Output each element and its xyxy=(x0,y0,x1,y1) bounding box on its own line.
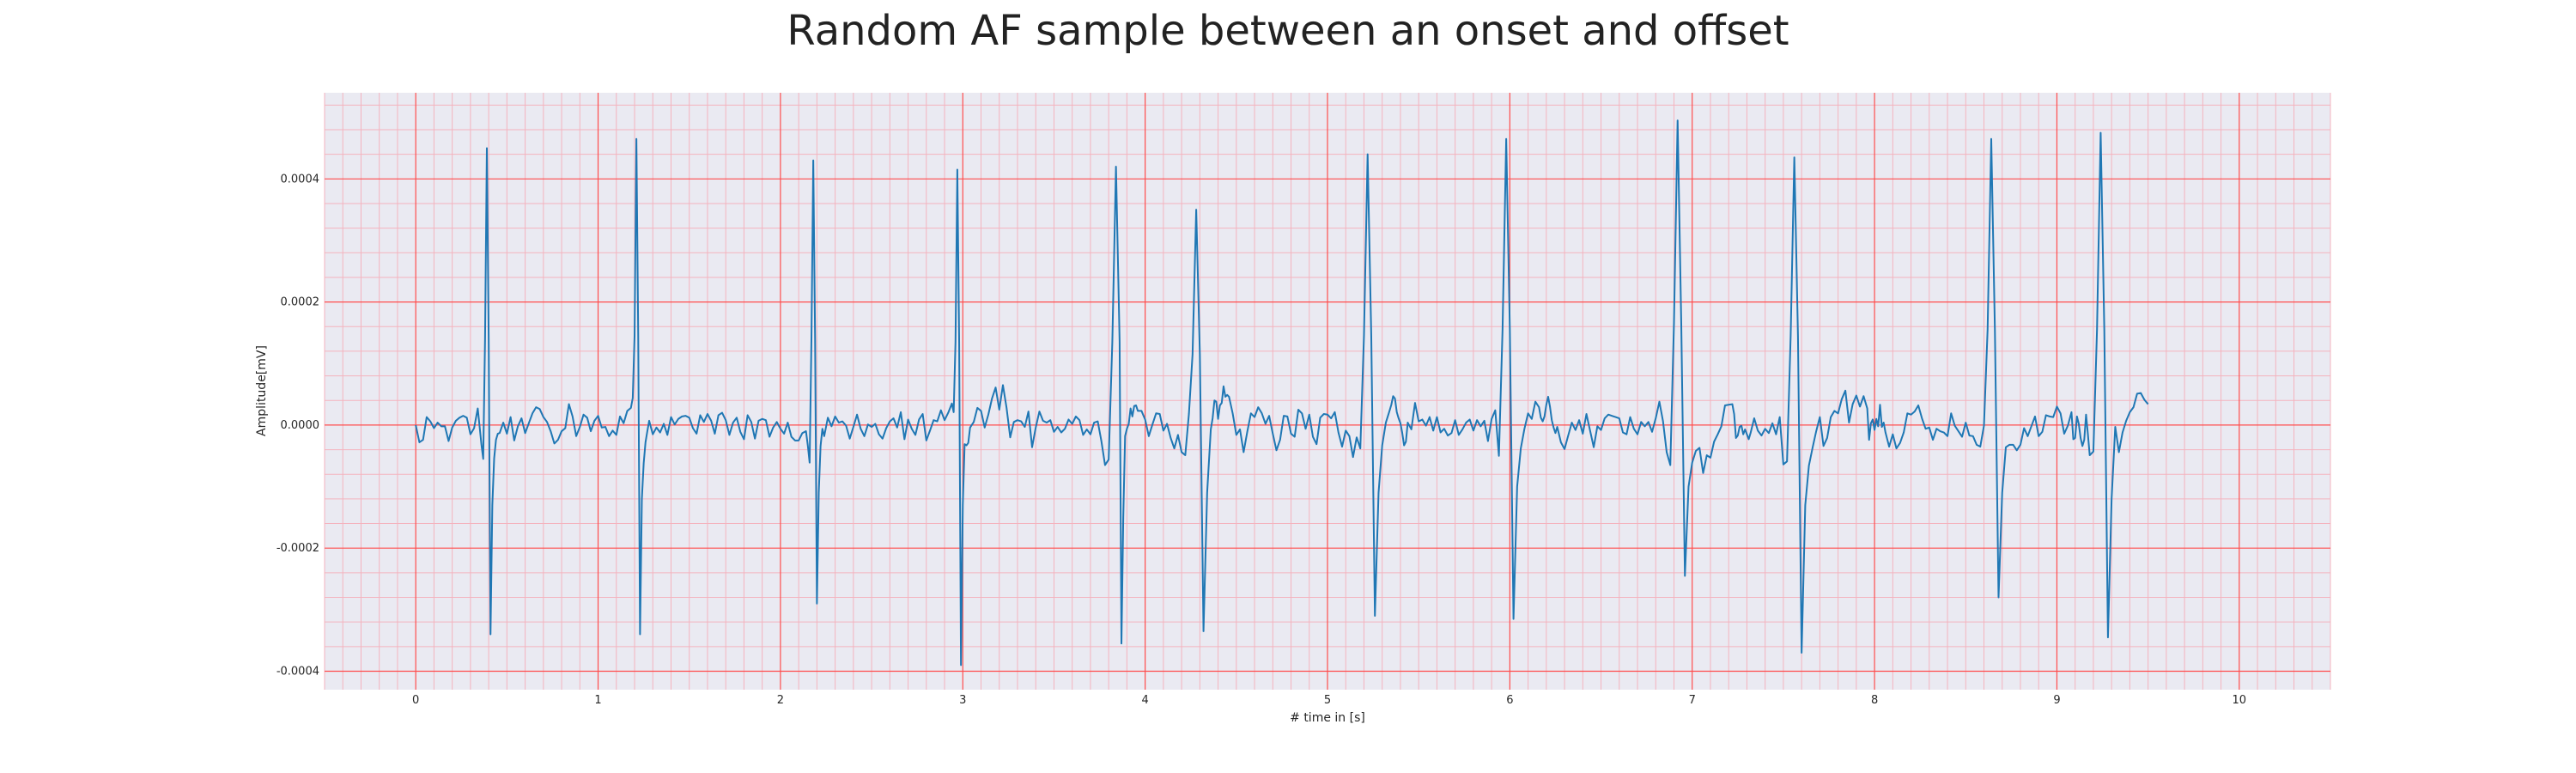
y-axis-label: Amplitude[mV] xyxy=(255,345,269,436)
y-tick-label: -0.0002 xyxy=(276,542,319,555)
series-layer xyxy=(415,119,2149,666)
y-tick-label: 0.0004 xyxy=(281,173,320,186)
x-tick-label: 1 xyxy=(594,694,601,707)
x-tick-label: 2 xyxy=(777,694,784,707)
x-tick-labels: 0 1 2 3 4 5 6 7 8 9 10 xyxy=(412,694,2246,707)
chart-title: Random AF sample between an onset and of… xyxy=(787,7,1789,55)
x-axis-label: # time in [s] xyxy=(1290,711,1365,725)
x-tick-label: 10 xyxy=(2233,694,2247,707)
y-tick-labels: -0.0004 -0.0002 0.0000 0.0002 0.0004 xyxy=(276,173,319,678)
x-tick-label: 6 xyxy=(1506,694,1513,707)
y-tick-label: 0.0002 xyxy=(281,296,320,309)
y-tick-label: 0.0000 xyxy=(281,419,320,432)
x-tick-label: 5 xyxy=(1324,694,1331,707)
x-tick-label: 8 xyxy=(1871,694,1878,707)
ecg-series-line xyxy=(415,119,2149,666)
x-tick-label: 9 xyxy=(2053,694,2060,707)
x-tick-label: 4 xyxy=(1141,694,1148,707)
y-tick-label: -0.0004 xyxy=(276,666,319,679)
x-tick-label: 0 xyxy=(412,694,419,707)
x-tick-label: 7 xyxy=(1689,694,1696,707)
x-tick-label: 3 xyxy=(959,694,966,707)
